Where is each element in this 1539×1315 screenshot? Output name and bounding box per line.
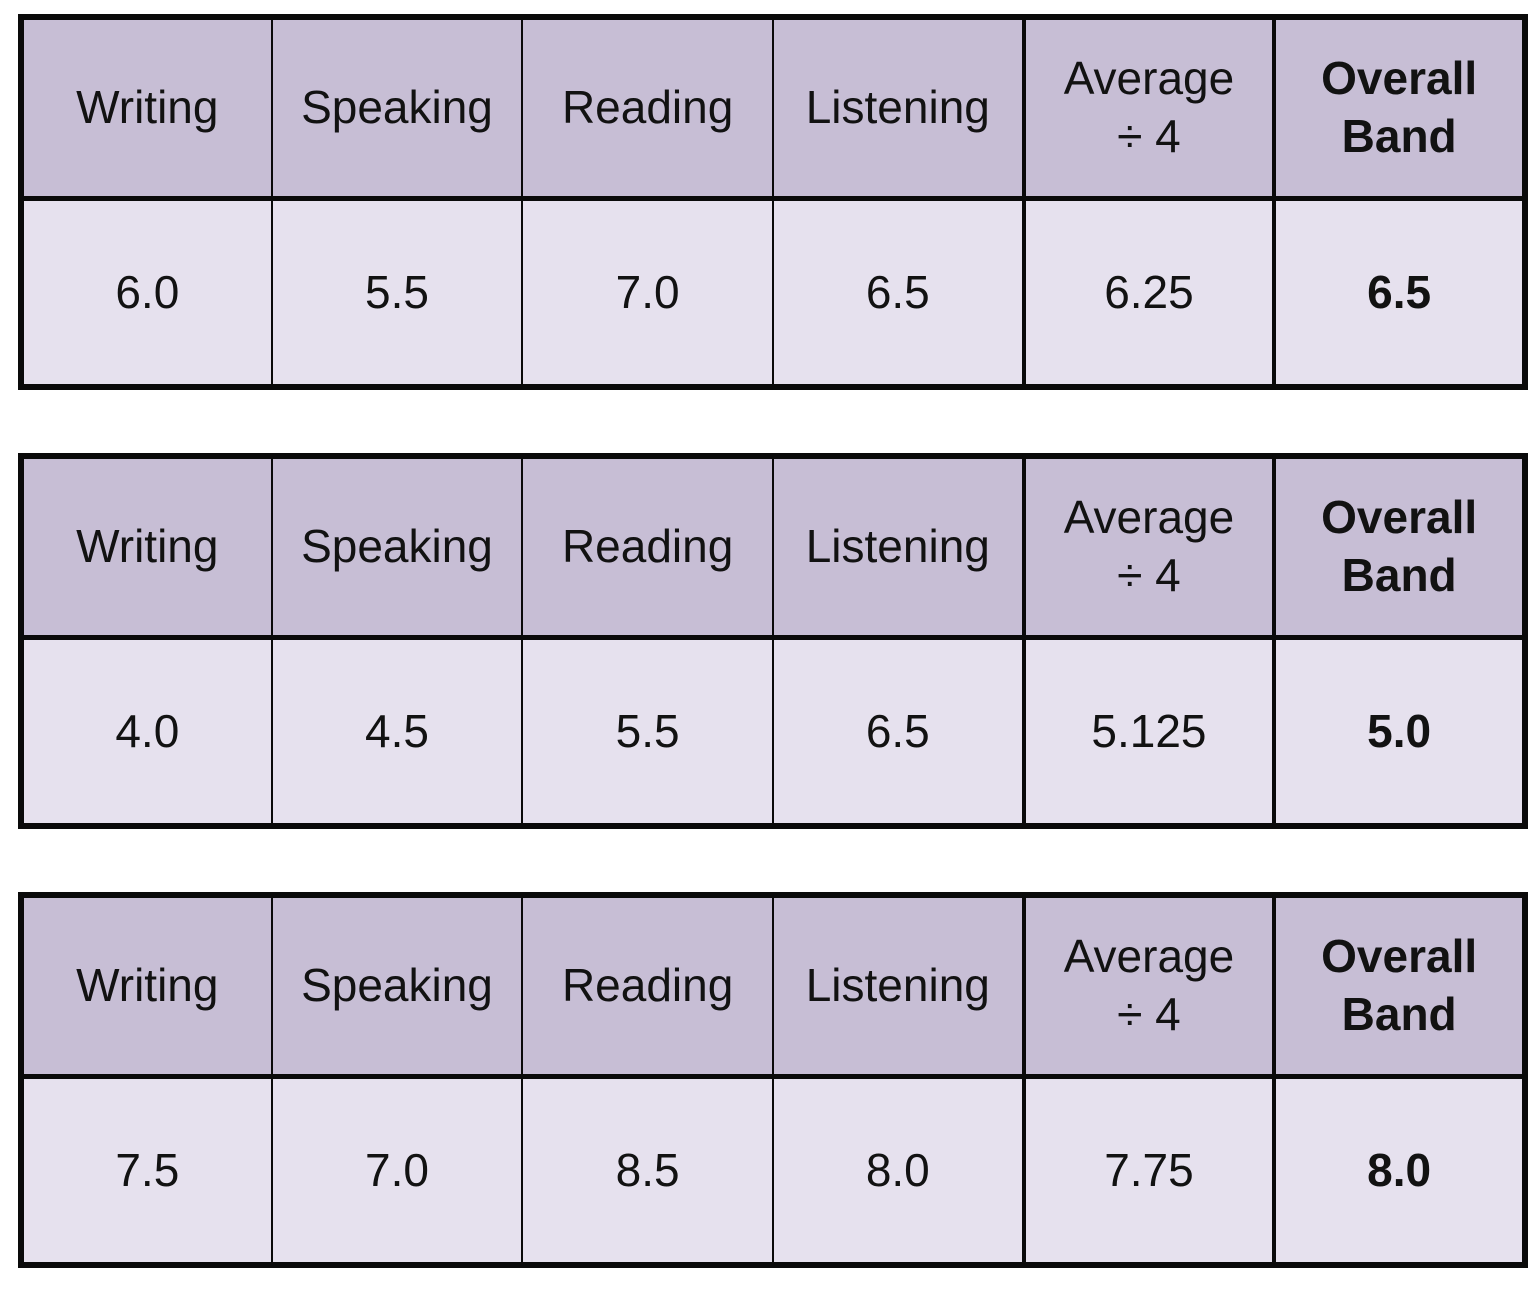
score-cell-reading: 5.5: [522, 637, 774, 826]
score-cell-listening: 6.5: [772, 637, 1026, 826]
score-cell-average: 7.75: [1023, 1076, 1277, 1265]
header-cell-overall-band: Overall Band: [1274, 456, 1525, 640]
score-cell-writing: 4.0: [21, 637, 273, 826]
score-row: 4.0 4.5 5.5 6.5 5.125 5.0: [21, 637, 1525, 826]
header-cell-average: Average ÷ 4: [1023, 17, 1277, 201]
header-cell-writing: Writing: [21, 456, 273, 640]
score-row: 7.5 7.0 8.5 8.0 7.75 8.0: [21, 1076, 1525, 1265]
score-cell-speaking: 7.0: [271, 1076, 524, 1265]
header-cell-average: Average ÷ 4: [1023, 895, 1277, 1079]
header-cell-average: Average ÷ 4: [1023, 456, 1277, 640]
score-cell-listening: 6.5: [772, 198, 1026, 387]
band-score-table-2: Writing Speaking Reading Listening Avera…: [18, 453, 1528, 829]
score-cell-overall-band: 5.0: [1274, 637, 1525, 826]
band-score-table-3: Writing Speaking Reading Listening Avera…: [18, 892, 1528, 1268]
header-cell-speaking: Speaking: [271, 895, 524, 1079]
score-cell-speaking: 4.5: [271, 637, 524, 826]
header-cell-listening: Listening: [772, 17, 1026, 201]
score-row: 6.0 5.5 7.0 6.5 6.25 6.5: [21, 198, 1525, 387]
score-cell-overall-band: 6.5: [1274, 198, 1525, 387]
header-cell-reading: Reading: [522, 456, 774, 640]
header-cell-writing: Writing: [21, 895, 273, 1079]
header-cell-speaking: Speaking: [271, 456, 524, 640]
header-cell-overall-band: Overall Band: [1274, 17, 1525, 201]
header-cell-speaking: Speaking: [271, 17, 524, 201]
score-cell-average: 6.25: [1023, 198, 1277, 387]
header-row: Writing Speaking Reading Listening Avera…: [21, 895, 1525, 1079]
page: Writing Speaking Reading Listening Avera…: [18, 14, 1528, 1268]
score-cell-writing: 7.5: [21, 1076, 273, 1265]
score-cell-listening: 8.0: [772, 1076, 1026, 1265]
score-cell-average: 5.125: [1023, 637, 1277, 826]
header-cell-listening: Listening: [772, 895, 1026, 1079]
header-cell-reading: Reading: [522, 895, 774, 1079]
band-score-table-1: Writing Speaking Reading Listening Avera…: [18, 14, 1528, 390]
score-cell-reading: 7.0: [522, 198, 774, 387]
score-cell-reading: 8.5: [522, 1076, 774, 1265]
header-cell-reading: Reading: [522, 17, 774, 201]
score-cell-writing: 6.0: [21, 198, 273, 387]
score-cell-overall-band: 8.0: [1274, 1076, 1525, 1265]
score-cell-speaking: 5.5: [271, 198, 524, 387]
header-row: Writing Speaking Reading Listening Avera…: [21, 456, 1525, 640]
header-row: Writing Speaking Reading Listening Avera…: [21, 17, 1525, 201]
header-cell-listening: Listening: [772, 456, 1026, 640]
header-cell-overall-band: Overall Band: [1274, 895, 1525, 1079]
header-cell-writing: Writing: [21, 17, 273, 201]
